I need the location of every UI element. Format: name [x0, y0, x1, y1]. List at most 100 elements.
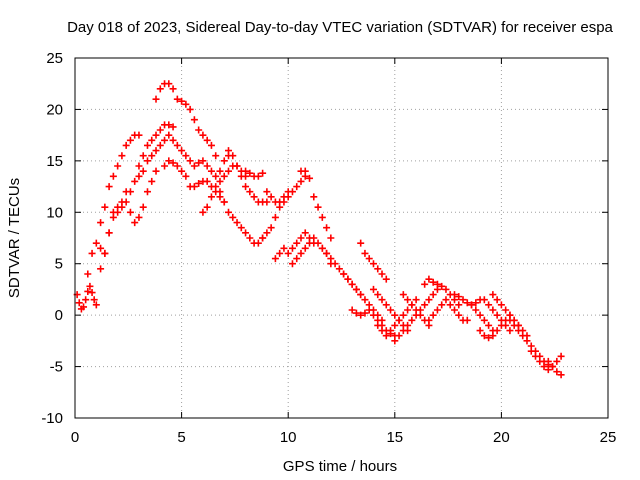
series-arc-ac — [425, 296, 471, 324]
data-point — [165, 80, 173, 88]
data-point — [135, 131, 143, 139]
x-tick-label: 0 — [71, 429, 79, 446]
data-point — [190, 162, 198, 170]
data-point — [344, 275, 352, 283]
data-point — [378, 296, 386, 304]
series-arc-m — [216, 188, 267, 247]
series-arc-af — [476, 311, 522, 342]
data-point — [90, 296, 98, 304]
data-point — [271, 213, 279, 221]
data-point — [92, 239, 100, 247]
data-point — [220, 172, 228, 180]
data-point — [425, 316, 433, 324]
data-point — [506, 316, 514, 324]
data-point — [532, 352, 540, 360]
chart-title: Day 018 of 2023, Sidereal Day-to-day VTE… — [67, 19, 613, 36]
x-tick-label: 20 — [493, 429, 510, 446]
data-point — [378, 327, 386, 335]
data-point — [220, 157, 228, 165]
data-point — [323, 224, 331, 232]
data-point — [97, 265, 105, 273]
data-point — [199, 131, 207, 139]
data-point — [497, 301, 505, 309]
data-point — [178, 97, 186, 105]
data-point — [143, 141, 151, 149]
series-arc-c — [97, 167, 160, 273]
data-point — [216, 167, 224, 175]
data-point — [352, 309, 360, 317]
series-arc-ai — [527, 347, 565, 374]
x-tick-label: 25 — [600, 429, 617, 446]
data-point — [118, 152, 126, 160]
data-point — [506, 327, 514, 335]
data-point — [297, 234, 305, 242]
data-point — [288, 188, 296, 196]
y-tick-label: -5 — [50, 359, 63, 376]
data-point — [472, 306, 480, 314]
data-point — [412, 306, 420, 314]
data-point — [382, 301, 390, 309]
data-point — [493, 327, 501, 335]
data-point — [190, 183, 198, 191]
y-tick-label: 25 — [46, 50, 63, 67]
data-point — [480, 332, 488, 340]
data-point — [212, 152, 220, 160]
data-point — [327, 234, 335, 242]
series-arc-h — [161, 157, 190, 180]
data-point — [429, 291, 437, 299]
data-point — [139, 203, 147, 211]
data-point — [173, 95, 181, 103]
data-point — [148, 136, 156, 144]
data-point — [357, 311, 365, 319]
y-tick-label: -10 — [41, 410, 63, 427]
data-point — [399, 311, 407, 319]
data-point — [438, 282, 446, 290]
data-point — [357, 291, 365, 299]
data-point — [105, 183, 113, 191]
data-point — [421, 301, 429, 309]
data-point — [143, 188, 151, 196]
data-point — [267, 224, 275, 232]
data-point — [271, 255, 279, 263]
data-point — [348, 306, 356, 314]
data-point — [178, 147, 186, 155]
data-point — [318, 244, 326, 252]
data-point — [173, 162, 181, 170]
data-point — [288, 244, 296, 252]
data-point — [497, 321, 505, 329]
data-point — [416, 311, 424, 319]
data-point — [254, 172, 262, 180]
data-point — [152, 131, 160, 139]
data-point — [246, 169, 254, 177]
data-point — [246, 234, 254, 242]
data-point — [493, 296, 501, 304]
data-point — [438, 301, 446, 309]
data-point — [165, 121, 173, 129]
data-point — [369, 311, 377, 319]
data-point — [293, 255, 301, 263]
data-point — [455, 293, 463, 301]
data-point — [207, 141, 215, 149]
data-point — [135, 172, 143, 180]
data-point — [195, 179, 203, 187]
data-point — [101, 249, 109, 257]
data-point — [263, 188, 271, 196]
data-point — [540, 363, 548, 371]
data-point — [169, 159, 177, 167]
data-point — [395, 332, 403, 340]
data-point — [263, 229, 271, 237]
series-arc-n — [225, 147, 271, 206]
data-point — [267, 193, 275, 201]
data-point — [203, 162, 211, 170]
data-point — [314, 203, 322, 211]
data-point — [378, 270, 386, 278]
series-arc-q — [271, 229, 318, 263]
data-point — [391, 337, 399, 345]
series-arc-r — [288, 234, 335, 268]
data-point — [233, 219, 241, 227]
data-point — [293, 239, 301, 247]
data-point — [169, 123, 177, 131]
data-point — [412, 296, 420, 304]
data-point — [131, 219, 139, 227]
